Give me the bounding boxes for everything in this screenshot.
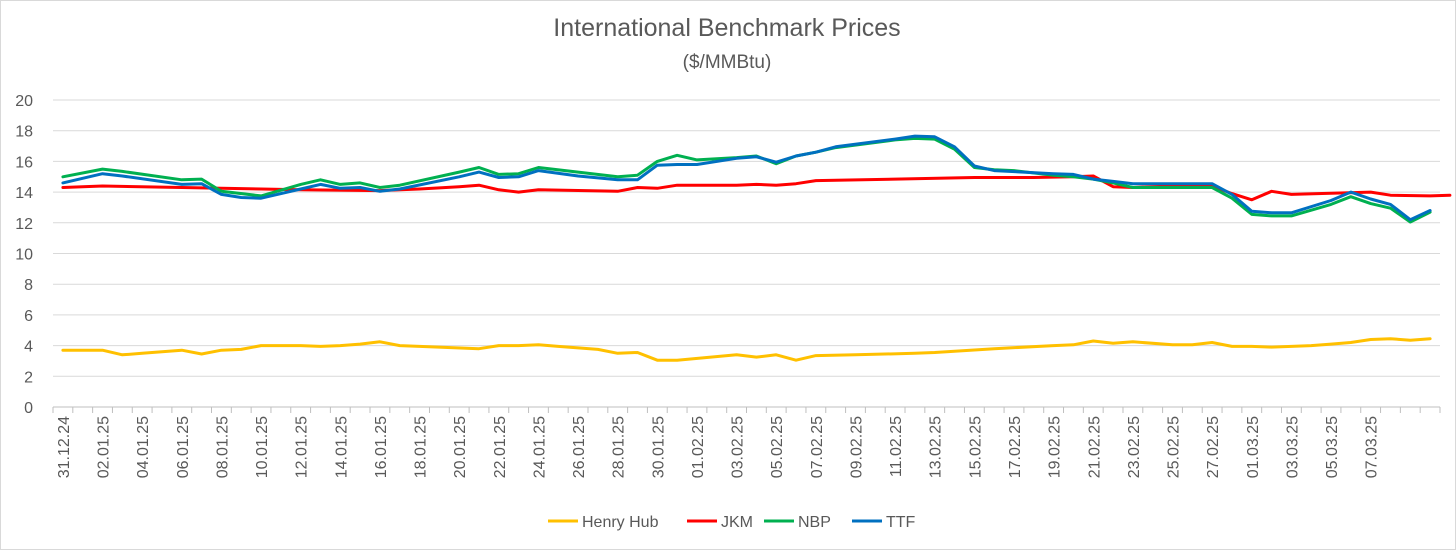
- series-line: [61, 136, 1432, 224]
- series-line: [61, 337, 1432, 362]
- x-tick-label: 10.01.25: [254, 416, 271, 478]
- x-tick-label: 13.02.25: [928, 416, 945, 478]
- y-tick-label: 0: [24, 400, 33, 417]
- series-lines: [61, 134, 1452, 362]
- x-tick-label: 01.02.25: [690, 416, 707, 478]
- x-tick-label: 21.02.25: [1086, 416, 1103, 478]
- x-tick-label: 03.02.25: [730, 416, 747, 478]
- x-tick-label: 12.01.25: [294, 416, 311, 478]
- y-tick-label: 16: [15, 154, 33, 171]
- x-tick-label: 28.01.25: [611, 416, 628, 478]
- legend-label: Henry Hub: [582, 514, 659, 531]
- x-axis-ticks: 31.12.24 02.01.25 04.01.25 06.01.25 08.01.25…: [56, 416, 1381, 478]
- x-tick-label: 07.02.25: [809, 416, 826, 478]
- legend-label: JKM: [721, 514, 753, 531]
- y-tick-label: 12: [15, 216, 33, 233]
- chart-title: International Benchmark Prices: [553, 14, 901, 42]
- y-tick-label: 18: [15, 124, 33, 141]
- x-tick-label: 20.01.25: [452, 416, 469, 478]
- x-tick-label: 25.02.25: [1166, 416, 1183, 478]
- x-tick-label: 06.01.25: [175, 416, 192, 478]
- x-tick-label: 18.01.25: [413, 416, 430, 478]
- y-tick-label: 8: [24, 277, 33, 294]
- x-tick-label: 07.03.25: [1364, 416, 1381, 478]
- x-tick-label: 24.01.25: [531, 416, 548, 478]
- x-tick-label: 26.01.25: [571, 416, 588, 478]
- legend-label: TTF: [886, 514, 916, 531]
- y-tick-label: 4: [24, 339, 33, 356]
- x-tick-label: 05.02.25: [769, 416, 786, 478]
- y-axis-ticks: 0 2 4 6 8 10 12 14 16 18 20: [15, 93, 33, 417]
- x-axis: [52, 406, 1441, 413]
- x-tick-label: 05.03.25: [1324, 416, 1341, 478]
- x-tick-label: 30.01.25: [650, 416, 667, 478]
- x-tick-label: 16.01.25: [373, 416, 390, 478]
- y-tick-label: 6: [24, 308, 33, 325]
- x-tick-label: 23.02.25: [1126, 416, 1143, 478]
- x-tick-label: 15.02.25: [967, 416, 984, 478]
- x-tick-label: 27.02.25: [1205, 416, 1222, 478]
- x-tick-label: 09.02.25: [848, 416, 865, 478]
- x-tick-label: 22.01.25: [492, 416, 509, 478]
- x-tick-label: 19.02.25: [1047, 416, 1064, 478]
- x-tick-label: 02.01.25: [96, 416, 113, 478]
- y-tick-label: 10: [15, 247, 33, 264]
- x-tick-label: 31.12.24: [56, 416, 73, 478]
- x-tick-label: 11.02.25: [888, 416, 905, 477]
- legend: Henry Hub JKM NBP TTF: [548, 514, 916, 531]
- x-tick-label: 04.01.25: [135, 416, 152, 478]
- x-tick-label: 17.02.25: [1007, 416, 1024, 478]
- y-tick-label: 20: [15, 93, 33, 110]
- series-line: [61, 134, 1432, 222]
- chart-subtitle: ($/MMBtu): [682, 52, 772, 73]
- legend-label: NBP: [798, 514, 831, 531]
- gridlines: [53, 99, 1440, 377]
- x-tick-label: 14.01.25: [333, 416, 350, 478]
- y-tick-label: 14: [15, 185, 33, 202]
- x-tick-label: 01.03.25: [1245, 416, 1262, 478]
- x-tick-label: 03.03.25: [1284, 416, 1301, 478]
- x-tick-label: 08.01.25: [214, 416, 231, 478]
- y-tick-label: 2: [24, 369, 33, 386]
